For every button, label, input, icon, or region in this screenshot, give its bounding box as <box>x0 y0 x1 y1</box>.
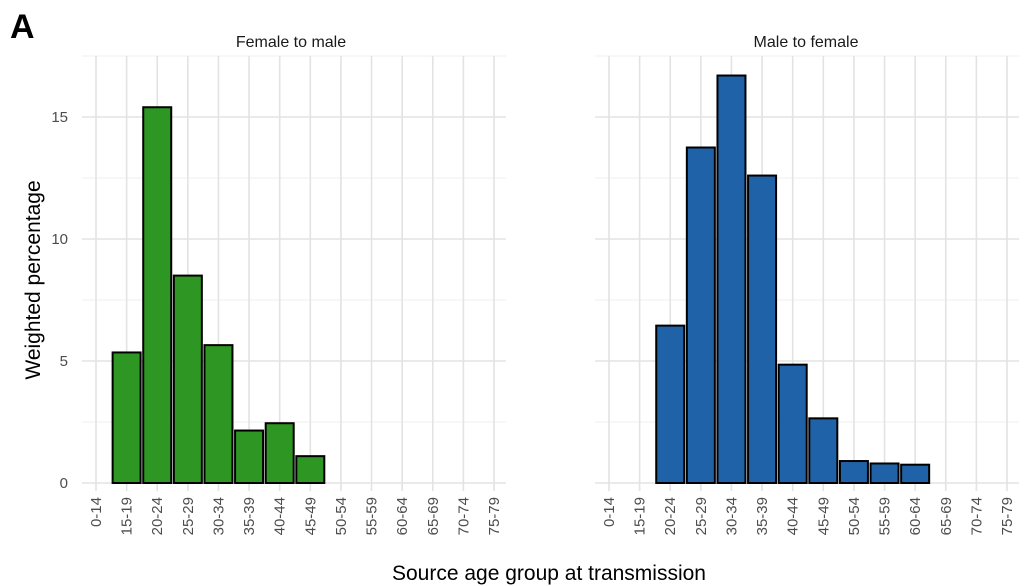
y-tick-label: 5 <box>60 353 68 370</box>
x-tick-label: 15-19 <box>632 497 649 535</box>
x-tick-label: 65-69 <box>938 497 955 535</box>
x-tick-label: 70-74 <box>968 497 985 535</box>
x-tick-label: 55-59 <box>877 497 894 535</box>
x-tick-label: 20-24 <box>149 497 166 535</box>
bar-30-34 <box>203 344 234 485</box>
bar-35-39 <box>747 174 778 484</box>
x-tick-label: 40-44 <box>785 497 802 535</box>
x-tick-label: 0-14 <box>88 497 105 527</box>
x-tick-label: 40-44 <box>272 497 289 535</box>
x-tick-label: 25-29 <box>693 497 710 535</box>
x-tick-label: 75-79 <box>486 497 503 535</box>
facets-layer: 0 5 10 15 Female to male 0-14 15-19 20-24 25-29 3… <box>51 34 1019 535</box>
y-tick-label: 0 <box>60 475 68 492</box>
bar-20-24 <box>655 324 686 484</box>
facet-panel: Female to male 0-14 15-19 20-24 25-29 30-34 35… <box>82 34 506 535</box>
facet-title: Female to male <box>236 34 346 51</box>
facet-panel: Male to female 0-14 15-19 20-24 25-29 30-34 35… <box>595 34 1019 535</box>
x-tick-label: 45-49 <box>302 497 319 535</box>
x-tick-label: 30-34 <box>210 497 227 535</box>
x-tick-label: 35-39 <box>754 497 771 535</box>
bar-50-54 <box>838 460 869 485</box>
x-tick-label: 60-64 <box>907 497 924 535</box>
x-tick-label: 60-64 <box>394 497 411 535</box>
bar-45-49 <box>808 417 839 484</box>
bar-25-29 <box>172 274 203 484</box>
facet-title: Male to female <box>754 34 859 51</box>
bar-30-34 <box>716 74 747 485</box>
bar-40-44 <box>777 363 808 484</box>
x-tick-label: 25-29 <box>180 497 197 535</box>
x-tick-label: 65-69 <box>425 497 442 535</box>
panel-label: A <box>10 8 35 46</box>
bar-15-19 <box>111 351 142 484</box>
x-tick-label: 70-74 <box>455 497 472 535</box>
bar-45-49 <box>295 455 326 485</box>
x-tick-label: 75-79 <box>999 497 1016 535</box>
x-tick-label: 35-39 <box>241 497 258 535</box>
x-tick-label: 55-59 <box>364 497 381 535</box>
x-tick-label: 30-34 <box>723 497 740 535</box>
bar-35-39 <box>234 429 265 485</box>
bar-20-24 <box>142 106 173 485</box>
x-tick-label: 0-14 <box>601 497 618 527</box>
x-tick-label: 50-54 <box>846 497 863 535</box>
bar-55-59 <box>869 462 900 485</box>
x-tick-label: 50-54 <box>333 497 350 535</box>
x-tick-label: 45-49 <box>815 497 832 535</box>
y-tick-label: 10 <box>51 231 68 248</box>
bar-60-64 <box>900 463 931 485</box>
x-axis-title: Source age group at transmission <box>392 562 706 585</box>
x-tick-label: 15-19 <box>119 497 136 535</box>
y-axis-title: Weighted percentage <box>22 180 45 379</box>
bar-25-29 <box>685 146 716 484</box>
bar-40-44 <box>264 422 295 484</box>
y-tick-label: 15 <box>51 109 68 126</box>
x-tick-label: 20-24 <box>662 497 679 535</box>
